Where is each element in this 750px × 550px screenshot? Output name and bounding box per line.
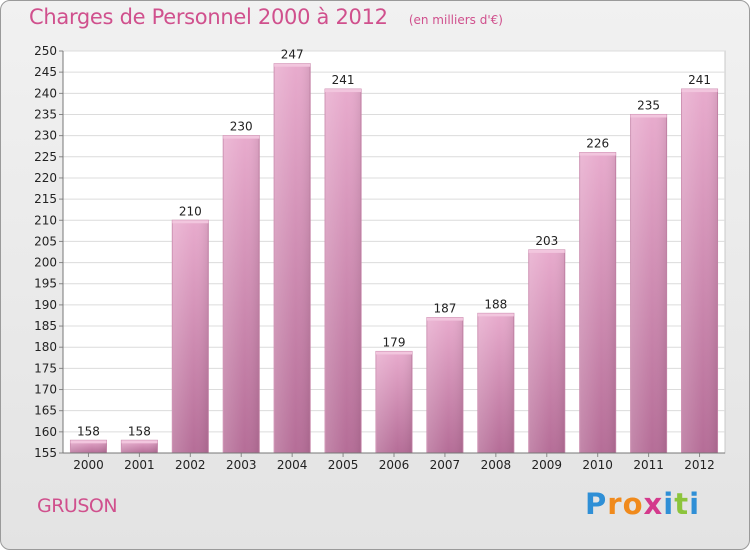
x-tick-label: 2005	[328, 458, 359, 472]
bar-shade	[630, 114, 667, 453]
bar-top	[579, 152, 616, 156]
x-tick-label: 2008	[481, 458, 512, 472]
bar-shade	[579, 152, 616, 453]
y-tick-label: 195	[34, 277, 57, 291]
logo-letter: r	[607, 487, 623, 521]
y-tick-label: 245	[34, 65, 57, 79]
place-name: GRUSON	[37, 495, 118, 517]
bar-shade	[223, 135, 260, 453]
bar-top	[223, 135, 260, 139]
logo-letter: t	[674, 487, 690, 521]
x-tick-label: 2004	[277, 458, 308, 472]
y-tick-label: 180	[34, 340, 57, 354]
x-tick-label: 2011	[633, 458, 664, 472]
bar-shade	[274, 63, 311, 454]
bar-shade	[70, 440, 107, 453]
bar-top	[325, 89, 362, 93]
bar-shade	[477, 313, 514, 453]
y-tick-label: 215	[34, 192, 57, 206]
proxiti-logo: Proxiti	[585, 487, 700, 521]
y-tick-label: 160	[34, 425, 57, 439]
data-label: 241	[688, 73, 711, 87]
bar-top	[477, 313, 514, 317]
logo-letter: o	[622, 487, 644, 521]
y-tick-label: 170	[34, 383, 57, 397]
bar-shade	[528, 249, 565, 453]
bar-top	[274, 63, 311, 67]
x-tick-label: 2000	[73, 458, 104, 472]
bar-top	[121, 440, 158, 444]
bar-shade	[325, 89, 362, 453]
bar-shade	[681, 89, 718, 453]
bar-top	[376, 351, 412, 355]
chart-unit: (en milliers d'€)	[408, 13, 503, 27]
y-tick-label: 200	[34, 256, 57, 270]
x-tick-label: 2007	[430, 458, 461, 472]
bar-shade	[426, 317, 463, 453]
logo-letter: i	[689, 487, 701, 521]
y-tick-label: 155	[34, 446, 57, 460]
bar-top	[70, 440, 107, 444]
y-tick-label: 210	[34, 213, 57, 227]
bar-top	[426, 317, 463, 321]
y-tick-label: 185	[34, 319, 57, 333]
x-tick-label: 2001	[124, 458, 155, 472]
bar-shade	[121, 440, 158, 453]
data-label: 187	[433, 302, 456, 316]
x-tick-label: 2012	[684, 458, 715, 472]
y-tick-label: 190	[34, 298, 57, 312]
data-label: 210	[179, 204, 202, 218]
data-label: 158	[128, 424, 151, 438]
y-tick-label: 225	[34, 150, 57, 164]
y-tick-label: 205	[34, 234, 57, 248]
x-tick-label: 2006	[379, 458, 410, 472]
y-tick-label: 165	[34, 404, 57, 418]
x-tick-label: 2002	[175, 458, 206, 472]
logo-letter: x	[643, 487, 664, 521]
y-tick-label: 220	[34, 171, 57, 185]
data-label: 230	[230, 120, 253, 134]
data-label: 247	[281, 48, 304, 62]
data-label: 226	[586, 137, 609, 151]
bar-top	[528, 249, 565, 253]
data-label: 235	[637, 98, 660, 112]
logo-letter: P	[585, 487, 608, 521]
y-tick-label: 175	[34, 361, 57, 375]
data-label: 188	[484, 297, 507, 311]
y-tick-label: 240	[34, 86, 57, 100]
y-tick-label: 230	[34, 129, 57, 143]
bar-top	[681, 89, 718, 93]
x-tick-label: 2003	[226, 458, 257, 472]
y-tick-label: 250	[34, 44, 57, 58]
y-tick-label: 235	[34, 107, 57, 121]
data-label: 179	[383, 335, 406, 349]
bar-top	[630, 114, 667, 118]
x-tick-label: 2010	[582, 458, 613, 472]
bar-shade	[172, 220, 209, 453]
x-tick-label: 2009	[531, 458, 562, 472]
data-label: 203	[535, 234, 558, 248]
bar-top	[172, 220, 209, 224]
logo-letter: i	[663, 487, 675, 521]
bar-shade	[376, 351, 412, 453]
title-row: Charges de Personnel 2000 à 2012 (en mil…	[29, 5, 503, 29]
data-label: 158	[77, 424, 100, 438]
chart-title: Charges de Personnel 2000 à 2012	[29, 5, 388, 29]
data-label: 241	[332, 73, 355, 87]
